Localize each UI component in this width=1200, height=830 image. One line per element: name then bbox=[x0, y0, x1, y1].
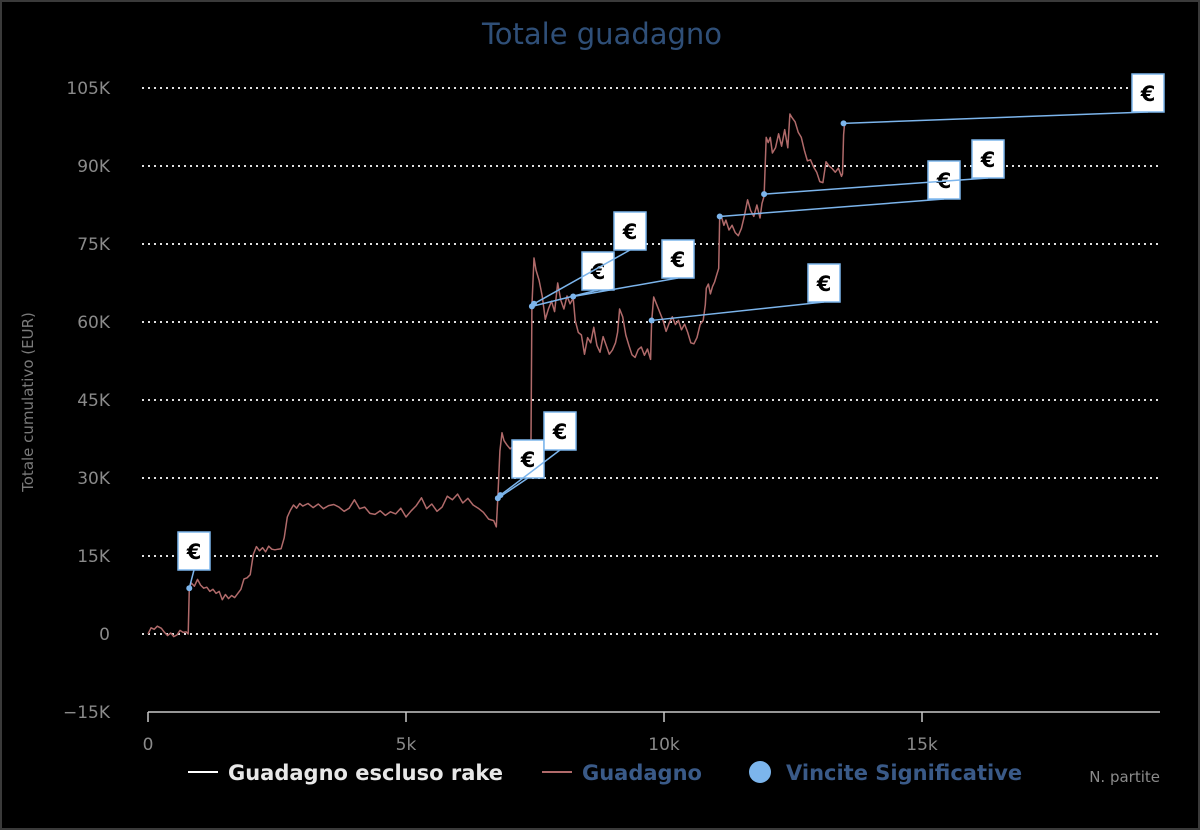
y-tick-label: 60K bbox=[77, 313, 111, 333]
significant-win-flag[interactable]: € bbox=[648, 263, 841, 324]
significant-win-label: € bbox=[552, 420, 568, 444]
x-tick-label: 0 bbox=[143, 735, 154, 755]
significant-win-label: € bbox=[670, 248, 686, 272]
legend-label: Guadagno bbox=[582, 761, 702, 785]
legend-label: Vincite Significative bbox=[786, 761, 1022, 785]
legend-label: Guadagno escluso rake bbox=[228, 761, 503, 785]
y-tick-label: −15K bbox=[63, 703, 111, 723]
y-axis-label: Totale cumulativo (EUR) bbox=[19, 312, 37, 493]
significant-win-flag[interactable]: € bbox=[177, 531, 211, 592]
significant-win-point[interactable] bbox=[761, 191, 768, 198]
y-tick-label: 15K bbox=[77, 547, 111, 567]
grid-lines bbox=[142, 87, 1160, 635]
x-axis: 0 5k 10k 15k bbox=[143, 711, 1160, 755]
significant-win-flag[interactable]: € bbox=[761, 139, 1005, 198]
legend[interactable]: Guadagno escluso rake Guadagno Vincite Sig… bbox=[188, 761, 1022, 785]
significant-win-flag[interactable]: € bbox=[497, 411, 577, 499]
significant-win-label: € bbox=[186, 540, 202, 564]
significant-win-point[interactable] bbox=[648, 317, 655, 324]
x-tick-label: 15k bbox=[906, 735, 938, 755]
x-tick-label: 5k bbox=[396, 735, 417, 755]
significant-win-point[interactable] bbox=[716, 213, 723, 220]
significant-win-label: € bbox=[816, 272, 832, 296]
significant-win-label: € bbox=[520, 448, 536, 472]
series-line-guadagno bbox=[147, 113, 846, 638]
x-tick-label: 10k bbox=[648, 735, 680, 755]
significant-win-point[interactable] bbox=[840, 120, 847, 127]
y-tick-label: 90K bbox=[77, 157, 111, 177]
legend-item[interactable]: Guadagno escluso rake bbox=[188, 761, 503, 785]
significant-win-flag[interactable]: € bbox=[570, 239, 695, 300]
significant-win-label: € bbox=[980, 148, 996, 172]
significant-win-label: € bbox=[1140, 82, 1156, 106]
legend-item[interactable]: Guadagno bbox=[542, 761, 702, 785]
y-tick-label: 0 bbox=[99, 625, 110, 645]
significant-win-point[interactable] bbox=[570, 293, 577, 300]
significant-win-flag[interactable]: € bbox=[494, 439, 545, 502]
y-tick-label: 105K bbox=[66, 79, 110, 99]
significant-win-label: € bbox=[622, 220, 638, 244]
chart-title: Totale guadagno bbox=[481, 17, 722, 51]
x-axis-label: N. partite bbox=[1089, 768, 1160, 786]
legend-circle-marker bbox=[749, 761, 771, 783]
legend-item[interactable]: Vincite Significative bbox=[749, 761, 1022, 785]
series-layer bbox=[147, 113, 846, 638]
y-axis-ticks: −15K 0 15K 30K 45K 60K 75K 90K 105K bbox=[63, 79, 111, 723]
significant-win-flag[interactable]: € bbox=[530, 211, 647, 307]
significant-win-point[interactable] bbox=[497, 492, 504, 499]
y-tick-label: 45K bbox=[77, 391, 111, 411]
significant-win-point[interactable] bbox=[186, 585, 193, 592]
significant-win-point[interactable] bbox=[530, 300, 537, 307]
significant-wins-layer: €€€€€€€€€€ bbox=[177, 73, 1165, 592]
y-tick-label: 75K bbox=[77, 235, 111, 255]
y-tick-label: 30K bbox=[77, 469, 111, 489]
significant-win-flag[interactable]: € bbox=[840, 73, 1165, 127]
